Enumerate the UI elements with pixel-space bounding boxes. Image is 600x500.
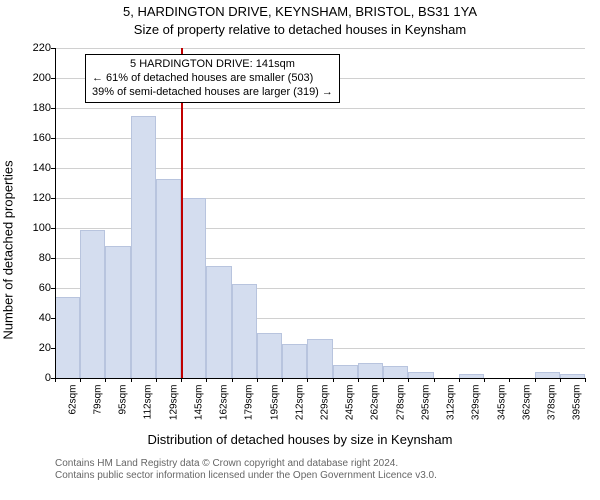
ytick-label: 20 — [39, 342, 55, 354]
ytick-label: 180 — [33, 102, 55, 114]
xtick-label: 195sqm — [267, 385, 280, 421]
histogram-bar — [333, 365, 358, 379]
histogram-bar — [206, 266, 231, 379]
xtick-label: 212sqm — [292, 385, 305, 421]
chart-title: 5, HARDINGTON DRIVE, KEYNSHAM, BRISTOL, … — [0, 4, 600, 19]
xtick-label: 345sqm — [494, 385, 507, 421]
y-axis-line — [55, 48, 56, 378]
x-axis-label: Distribution of detached houses by size … — [0, 432, 600, 447]
histogram-bar — [358, 363, 383, 378]
chart-subtitle: Size of property relative to detached ho… — [0, 22, 600, 37]
histogram-bar — [282, 344, 307, 379]
histogram-bar — [181, 198, 206, 378]
xtick-label: 162sqm — [217, 385, 230, 421]
xtick-label: 395sqm — [570, 385, 583, 421]
footer-line-2: Contains public sector information licen… — [55, 470, 437, 482]
xtick-label: 295sqm — [418, 385, 431, 421]
x-axis-line — [55, 378, 585, 379]
xtick-label: 129sqm — [166, 385, 179, 421]
histogram-bar — [55, 297, 80, 378]
histogram-bar — [232, 284, 257, 379]
footer-line-1: Contains HM Land Registry data © Crown c… — [55, 458, 437, 470]
xtick-label: 95sqm — [116, 385, 129, 415]
xtick-label: 229sqm — [318, 385, 331, 421]
ytick-label: 60 — [39, 282, 55, 294]
gridline — [55, 108, 585, 109]
xtick-label: 262sqm — [368, 385, 381, 421]
ytick-label: 220 — [33, 42, 55, 54]
xtick-label: 312sqm — [444, 385, 457, 421]
ytick-label: 200 — [33, 72, 55, 84]
histogram-bar — [383, 366, 408, 378]
xtick-label: 362sqm — [519, 385, 532, 421]
xtick-mark — [585, 378, 586, 382]
xtick-label: 62sqm — [65, 385, 78, 415]
histogram-bar — [257, 333, 282, 378]
annotation-line: ← 61% of detached houses are smaller (50… — [92, 72, 333, 86]
y-axis-label: Number of detached properties — [1, 160, 16, 339]
histogram-bar — [105, 246, 130, 378]
xtick-label: 145sqm — [191, 385, 204, 421]
chart-container: { "title": "5, HARDINGTON DRIVE, KEYNSHA… — [0, 0, 600, 500]
ytick-label: 140 — [33, 162, 55, 174]
ytick-label: 80 — [39, 252, 55, 264]
xtick-label: 245sqm — [343, 385, 356, 421]
plot-area: 02040608010012014016018020022062sqm79sqm… — [55, 48, 585, 378]
xtick-label: 329sqm — [469, 385, 482, 421]
ytick-label: 100 — [33, 222, 55, 234]
footer-text: Contains HM Land Registry data © Crown c… — [55, 458, 437, 482]
histogram-bar — [80, 230, 105, 379]
ytick-label: 0 — [45, 372, 55, 384]
gridline — [55, 48, 585, 49]
histogram-bar — [307, 339, 332, 378]
xtick-label: 179sqm — [242, 385, 255, 421]
ytick-label: 160 — [33, 132, 55, 144]
histogram-bar — [131, 116, 156, 379]
annotation-line: 5 HARDINGTON DRIVE: 141sqm — [92, 58, 333, 72]
ytick-label: 120 — [33, 192, 55, 204]
annotation-box: 5 HARDINGTON DRIVE: 141sqm← 61% of detac… — [85, 54, 340, 103]
xtick-label: 79sqm — [90, 385, 103, 415]
xtick-label: 278sqm — [393, 385, 406, 421]
xtick-label: 378sqm — [545, 385, 558, 421]
ytick-label: 40 — [39, 312, 55, 324]
annotation-line: 39% of semi-detached houses are larger (… — [92, 86, 333, 100]
histogram-bar — [156, 179, 181, 379]
xtick-label: 112sqm — [141, 385, 154, 420]
